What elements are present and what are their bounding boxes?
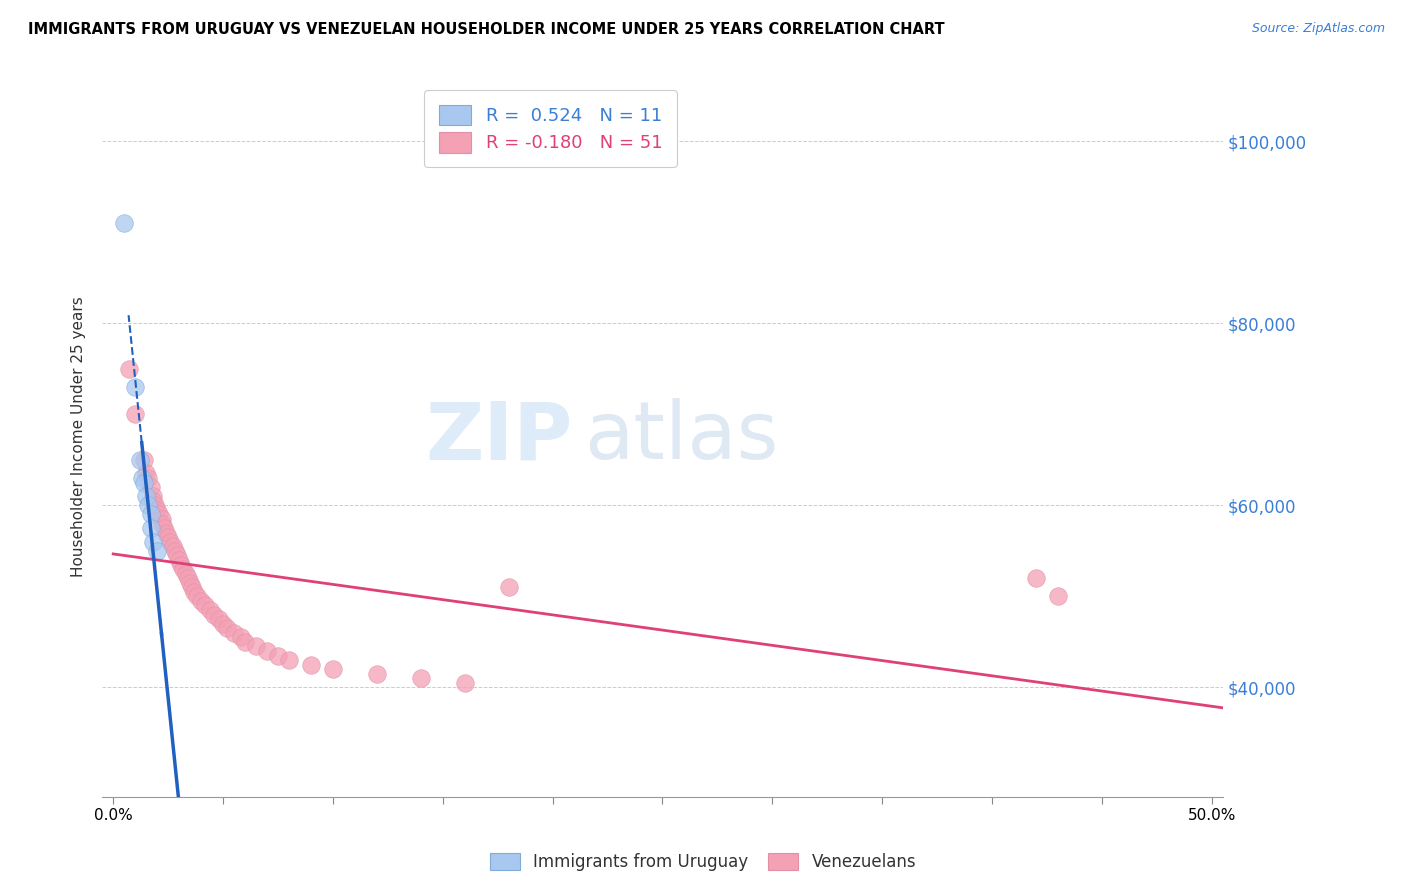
Point — [112, 216, 135, 230]
Point — [138, 499, 160, 513]
Text: IMMIGRANTS FROM URUGUAY VS VENEZUELAN HOUSEHOLDER INCOME UNDER 25 YEARS CORRELAT: IMMIGRANTS FROM URUGUAY VS VENEZUELAN HO… — [28, 22, 945, 37]
Point — [150, 516, 173, 531]
Point — [152, 521, 174, 535]
Point — [179, 575, 201, 590]
Point — [146, 544, 169, 558]
Point — [132, 452, 155, 467]
Point — [256, 644, 278, 658]
Point — [163, 544, 186, 558]
Point — [1046, 590, 1069, 604]
Point — [212, 616, 235, 631]
Point — [143, 499, 166, 513]
Point — [139, 508, 162, 522]
Point — [174, 566, 197, 581]
Point — [139, 521, 162, 535]
Point — [278, 653, 301, 667]
Point — [498, 580, 520, 594]
Point — [233, 635, 256, 649]
Point — [142, 534, 165, 549]
Point — [131, 471, 153, 485]
Legend: Immigrants from Uruguay, Venezuelans: Immigrants from Uruguay, Venezuelans — [481, 845, 925, 880]
Point — [1025, 571, 1047, 585]
Point — [139, 480, 162, 494]
Point — [132, 475, 155, 490]
Point — [299, 657, 322, 672]
Point — [181, 580, 204, 594]
Point — [170, 558, 193, 572]
Point — [177, 571, 200, 585]
Point — [148, 508, 170, 522]
Point — [173, 562, 195, 576]
Point — [162, 539, 184, 553]
Legend: R =  0.524   N = 11, R = -0.180   N = 51: R = 0.524 N = 11, R = -0.180 N = 51 — [425, 90, 676, 167]
Point — [135, 489, 157, 503]
Point — [166, 549, 188, 563]
Point — [183, 584, 205, 599]
Point — [190, 594, 212, 608]
Point — [124, 407, 146, 421]
Point — [366, 666, 388, 681]
Point — [454, 676, 477, 690]
Point — [146, 503, 169, 517]
Text: atlas: atlas — [583, 398, 779, 476]
Point — [167, 553, 190, 567]
Point — [245, 640, 267, 654]
Point — [117, 361, 139, 376]
Y-axis label: Householder Income Under 25 years: Householder Income Under 25 years — [72, 297, 86, 577]
Point — [194, 599, 217, 613]
Point — [186, 590, 208, 604]
Point — [409, 671, 432, 685]
Point — [128, 452, 150, 467]
Point — [322, 662, 344, 676]
Point — [138, 471, 160, 485]
Point — [124, 380, 146, 394]
Point — [222, 625, 245, 640]
Text: ZIP: ZIP — [426, 398, 572, 476]
Point — [150, 512, 173, 526]
Point — [198, 603, 221, 617]
Point — [142, 489, 165, 503]
Point — [155, 525, 177, 540]
Point — [159, 534, 181, 549]
Point — [267, 648, 290, 663]
Point — [217, 621, 239, 635]
Point — [157, 530, 180, 544]
Point — [208, 612, 231, 626]
Point — [135, 467, 157, 481]
Point — [202, 607, 225, 622]
Point — [142, 493, 165, 508]
Text: Source: ZipAtlas.com: Source: ZipAtlas.com — [1251, 22, 1385, 36]
Point — [229, 631, 252, 645]
